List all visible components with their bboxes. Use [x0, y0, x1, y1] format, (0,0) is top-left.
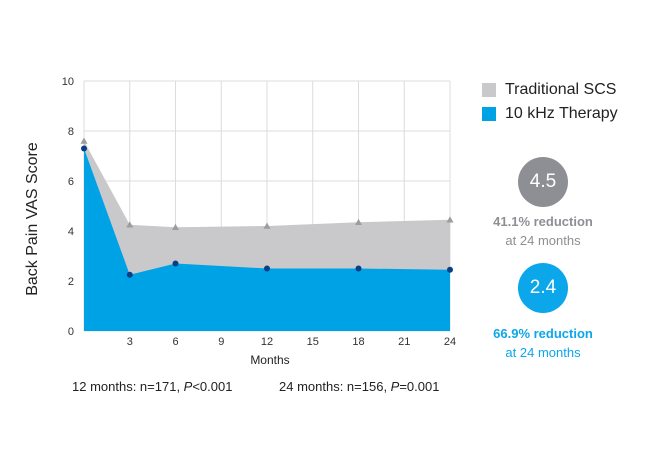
- badge-therapy-value: 2.4: [529, 277, 557, 298]
- footnote-24-p: P: [390, 379, 400, 394]
- x-tick-label-15: 15: [307, 336, 319, 348]
- marker-series-0-point-1: [126, 221, 134, 228]
- badge-traditional: 4.5: [518, 157, 568, 207]
- markers: [80, 137, 454, 278]
- marker-series-0-point-0: [80, 137, 88, 144]
- legend-item-therapy: 10 kHz Therapy: [482, 105, 618, 123]
- legend-label-therapy: 10 kHz Therapy: [505, 105, 618, 122]
- y-axis-label: Back Pain VAS Score: [24, 142, 41, 296]
- marker-series-1-point-4: [355, 265, 362, 272]
- marker-series-1-point-0: [81, 145, 87, 152]
- x-tick-label-12: 12: [261, 336, 273, 348]
- marker-series-1-point-2: [172, 260, 179, 267]
- caption-traditional-line1: 41.1% reduction: [493, 214, 593, 229]
- marker-series-0-point-5: [446, 216, 454, 223]
- legend-item-traditional: Traditional SCS: [482, 81, 616, 99]
- legend-swatch-traditional: [482, 83, 496, 97]
- caption-therapy-line1: 66.9% reduction: [493, 326, 593, 341]
- x-axis-label: Months: [250, 353, 289, 367]
- x-tick-label-3: 3: [127, 336, 133, 348]
- marker-series-1-point-3: [264, 265, 270, 272]
- y-tick-label-4: 4: [68, 226, 74, 238]
- badge-traditional-value: 4.5: [529, 171, 557, 192]
- footnote-12-p: P: [183, 379, 193, 394]
- y-tick-label-0: 0: [68, 326, 74, 338]
- footnote-12-months: 12 months: n=171, P<0.001: [72, 379, 232, 394]
- marker-series-0-point-3: [263, 222, 271, 229]
- y-tick-label-2: 2: [68, 276, 74, 288]
- footnote-24-value: =0.001: [399, 379, 440, 394]
- areas: [84, 141, 450, 331]
- badge-therapy: 2.4: [518, 263, 568, 313]
- footnote-12-value: <0.001: [192, 379, 233, 394]
- y-tick-label-10: 10: [62, 76, 74, 88]
- marker-series-1-point-1: [126, 271, 133, 278]
- footnote-24-months: 24 months: n=156, P=0.001: [279, 379, 439, 394]
- caption-therapy: 66.9% reduction at 24 months: [463, 324, 623, 362]
- marker-series-1-point-5: [447, 266, 453, 273]
- marker-series-0-point-4: [355, 218, 362, 226]
- caption-therapy-line2: at 24 months: [505, 345, 581, 360]
- y-tick-label-6: 6: [68, 176, 74, 188]
- x-tick-label-6: 6: [172, 336, 178, 348]
- legend-swatch-therapy: [482, 107, 496, 121]
- x-tick-label-21: 21: [398, 336, 410, 348]
- legend-label-traditional: Traditional SCS: [505, 81, 617, 98]
- caption-traditional: 41.1% reduction at 24 months: [463, 212, 623, 250]
- x-tick-label-18: 18: [352, 336, 364, 348]
- footnote-24-prefix: 24 months: n=156,: [279, 379, 391, 394]
- x-tick-label-24: 24: [444, 336, 456, 348]
- area-series-1: [84, 148, 450, 331]
- marker-series-0-point-2: [172, 223, 179, 231]
- x-tick-label-9: 9: [218, 336, 224, 348]
- caption-traditional-line2: at 24 months: [505, 233, 581, 248]
- footnote-12-prefix: 12 months: n=171,: [72, 379, 184, 394]
- y-tick-label-8: 8: [68, 126, 74, 138]
